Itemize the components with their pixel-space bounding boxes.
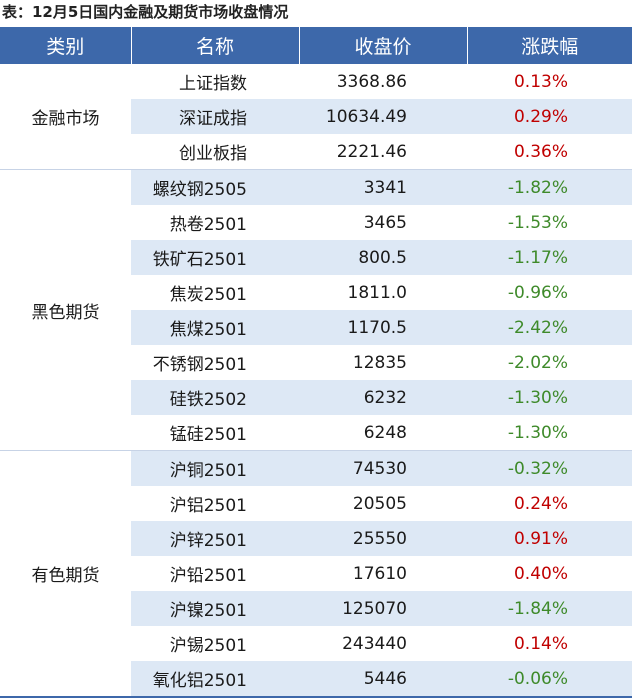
close-price-cell: 125070	[299, 591, 467, 626]
change-pct-cell: -1.84%	[467, 591, 632, 626]
close-price-cell: 6248	[363, 422, 407, 443]
table-row: 创业板指 2221.46 0.36%	[0, 134, 632, 170]
close-price-cell: 17610	[352, 563, 407, 584]
close-price-cell: 25550	[299, 521, 467, 556]
table-row: 黑色期货 螺纹钢2505 3341 -1.82%	[0, 169, 632, 451]
instrument-name-cell: 深证成指	[131, 99, 299, 134]
close-price-cell: 20505	[352, 493, 407, 514]
change-pct-cell: -1.30%	[467, 380, 632, 415]
close-price-cell: 1170.5	[299, 310, 467, 345]
change-pct-cell: 0.29%	[467, 99, 632, 134]
change-pct-cell: -0.06%	[467, 661, 632, 696]
instrument-name-cell: 上证指数	[179, 74, 247, 94]
change-pct-cell: 0.24%	[513, 493, 568, 514]
change-pct-cell: 0.13%	[513, 71, 568, 92]
close-price-cell: 3368.86	[336, 71, 407, 92]
change-pct-cell: -1.30%	[507, 422, 568, 443]
table-row: 氧化铝2501 5446 -0.06%	[0, 661, 632, 696]
change-pct-cell: 0.91%	[467, 521, 632, 556]
change-pct-cell: 0.40%	[513, 563, 568, 584]
instrument-name-cell: 铁矿石2501	[131, 240, 299, 275]
close-price-cell: 2221.46	[336, 141, 407, 162]
instrument-name-cell: 焦煤2501	[131, 310, 299, 345]
close-price-cell: 3465	[363, 212, 407, 233]
instrument-name-cell: 不锈钢2501	[152, 355, 247, 375]
table-bottom-border	[0, 696, 632, 698]
table-row: 焦炭2501 1811.0 -0.96%	[0, 275, 632, 310]
close-price-cell: 10634.49	[299, 99, 467, 134]
change-pct-cell: -1.82%	[467, 169, 632, 205]
header-change-pct: 涨跌幅	[467, 27, 632, 64]
table-caption: 表：12月5日国内金融及期货市场收盘情况	[2, 3, 289, 21]
table-row: 沪镍2501 125070 -1.84%	[0, 591, 632, 626]
close-price-cell: 3341	[299, 169, 467, 205]
table-row: 不锈钢2501 12835 -2.02%	[0, 345, 632, 380]
close-price-cell: 74530	[299, 450, 467, 486]
change-pct-cell: -0.32%	[467, 450, 632, 486]
market-close-table: 类别 名称 收盘价 涨跌幅 金融市场 上证指数 3368.86 0.13% 深证成指 10…	[0, 27, 632, 696]
header-row: 类别 名称 收盘价 涨跌幅	[0, 27, 632, 64]
change-pct-cell: -1.17%	[467, 240, 632, 275]
table-row: 沪锡2501 243440 0.14%	[0, 626, 632, 661]
change-pct-cell: 0.14%	[513, 633, 568, 654]
instrument-name-cell: 氧化铝2501	[131, 661, 299, 696]
instrument-name-cell: 沪锡2501	[169, 636, 247, 656]
instrument-name-cell: 沪锌2501	[131, 521, 299, 556]
instrument-name-cell: 锰硅2501	[169, 425, 247, 445]
table-row: 热卷2501 3465 -1.53%	[0, 205, 632, 240]
table-row: 有色期货 沪铜2501 74530 -0.32%	[0, 450, 632, 696]
instrument-name-cell: 沪铅2501	[169, 566, 247, 586]
table-row: 硅铁2502 6232 -1.30%	[0, 380, 632, 415]
header-category: 类别	[0, 27, 132, 64]
table-row: 沪锌2501 25550 0.91%	[0, 521, 632, 556]
instrument-name-cell: 硅铁2502	[131, 380, 299, 415]
close-price-cell: 243440	[342, 633, 407, 654]
table-row: 焦煤2501 1170.5 -2.42%	[0, 310, 632, 345]
category-cell: 金融市场	[0, 64, 131, 170]
instrument-name-cell: 焦炭2501	[169, 285, 247, 305]
instrument-name-cell: 沪镍2501	[131, 591, 299, 626]
close-price-cell: 5446	[299, 661, 467, 696]
close-price-cell: 6232	[299, 380, 467, 415]
instrument-name-cell: 螺纹钢2505	[131, 169, 299, 205]
category-cell: 黑色期货	[0, 169, 131, 451]
change-pct-cell: -0.96%	[507, 282, 568, 303]
table-row: 锰硅2501 6248 -1.30%	[0, 415, 632, 451]
table-row: 铁矿石2501 800.5 -1.17%	[0, 240, 632, 275]
instrument-name-cell: 创业板指	[179, 144, 247, 164]
table-row: 沪铝2501 20505 0.24%	[0, 486, 632, 521]
header-name: 名称	[131, 27, 300, 64]
table-row: 沪铅2501 17610 0.40%	[0, 556, 632, 591]
change-pct-cell: -2.02%	[507, 352, 568, 373]
instrument-name-cell: 沪铝2501	[169, 496, 247, 516]
close-price-cell: 12835	[352, 352, 407, 373]
change-pct-cell: -2.42%	[467, 310, 632, 345]
change-pct-cell: -1.53%	[507, 212, 568, 233]
change-pct-cell: 0.36%	[513, 141, 568, 162]
category-cell: 有色期货	[0, 450, 131, 696]
close-price-cell: 1811.0	[347, 282, 407, 303]
table-body: 金融市场 上证指数 3368.86 0.13% 深证成指 10634.49 0.29% 创业板…	[0, 64, 632, 696]
instrument-name-cell: 热卷2501	[169, 215, 247, 235]
instrument-name-cell: 沪铜2501	[131, 450, 299, 486]
header-close-price: 收盘价	[299, 27, 468, 64]
table-row: 深证成指 10634.49 0.29%	[0, 99, 632, 134]
table-row: 金融市场 上证指数 3368.86 0.13%	[0, 64, 632, 170]
close-price-cell: 800.5	[299, 240, 467, 275]
